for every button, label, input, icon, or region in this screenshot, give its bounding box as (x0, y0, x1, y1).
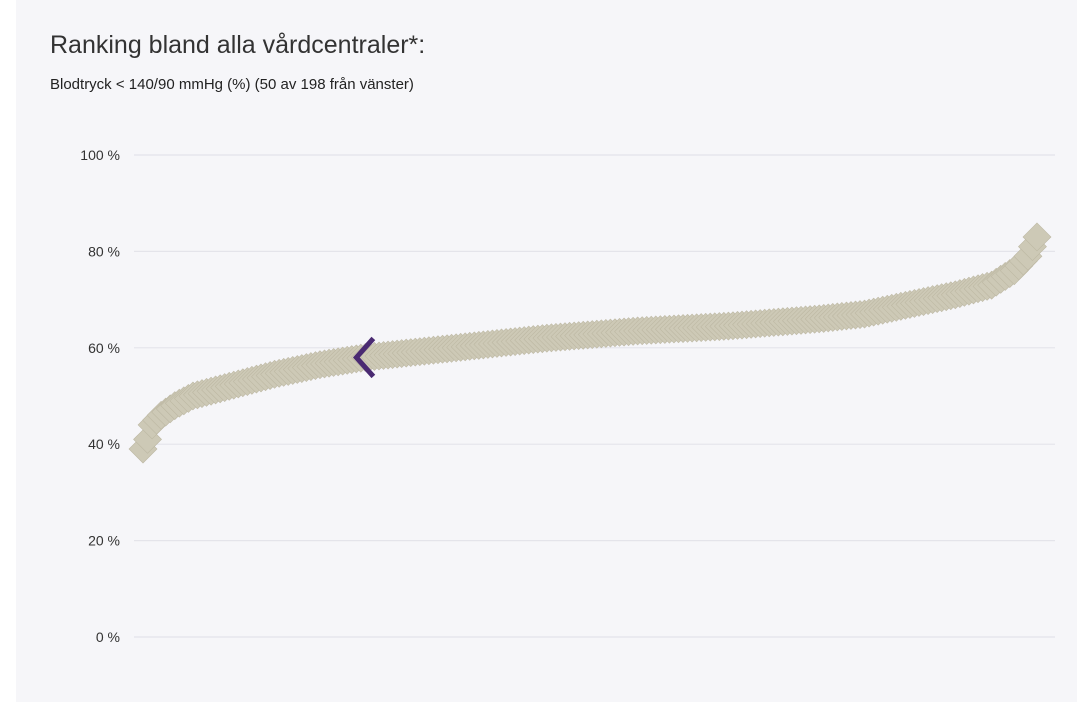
y-tick-labels: 0 % 20 % 40 % 60 % 80 % 100 % (80, 147, 120, 645)
gridlines (134, 154, 1055, 638)
data-points (128, 222, 1052, 464)
highlight-layer (353, 336, 376, 379)
y-tick-label: 0 % (96, 629, 120, 645)
chart-title: Ranking bland alla vårdcentraler*: (50, 31, 426, 59)
data-point (1022, 222, 1052, 252)
highlight-marker (353, 336, 376, 379)
y-tick-label: 100 % (80, 147, 120, 163)
chart-subtitle: Blodtryck < 140/90 mmHg (%) (50 av 198 f… (50, 76, 414, 93)
y-tick-label: 60 % (88, 340, 120, 356)
y-tick-label: 20 % (88, 533, 120, 549)
y-tick-label: 80 % (88, 243, 120, 259)
y-tick-label: 40 % (88, 436, 120, 452)
